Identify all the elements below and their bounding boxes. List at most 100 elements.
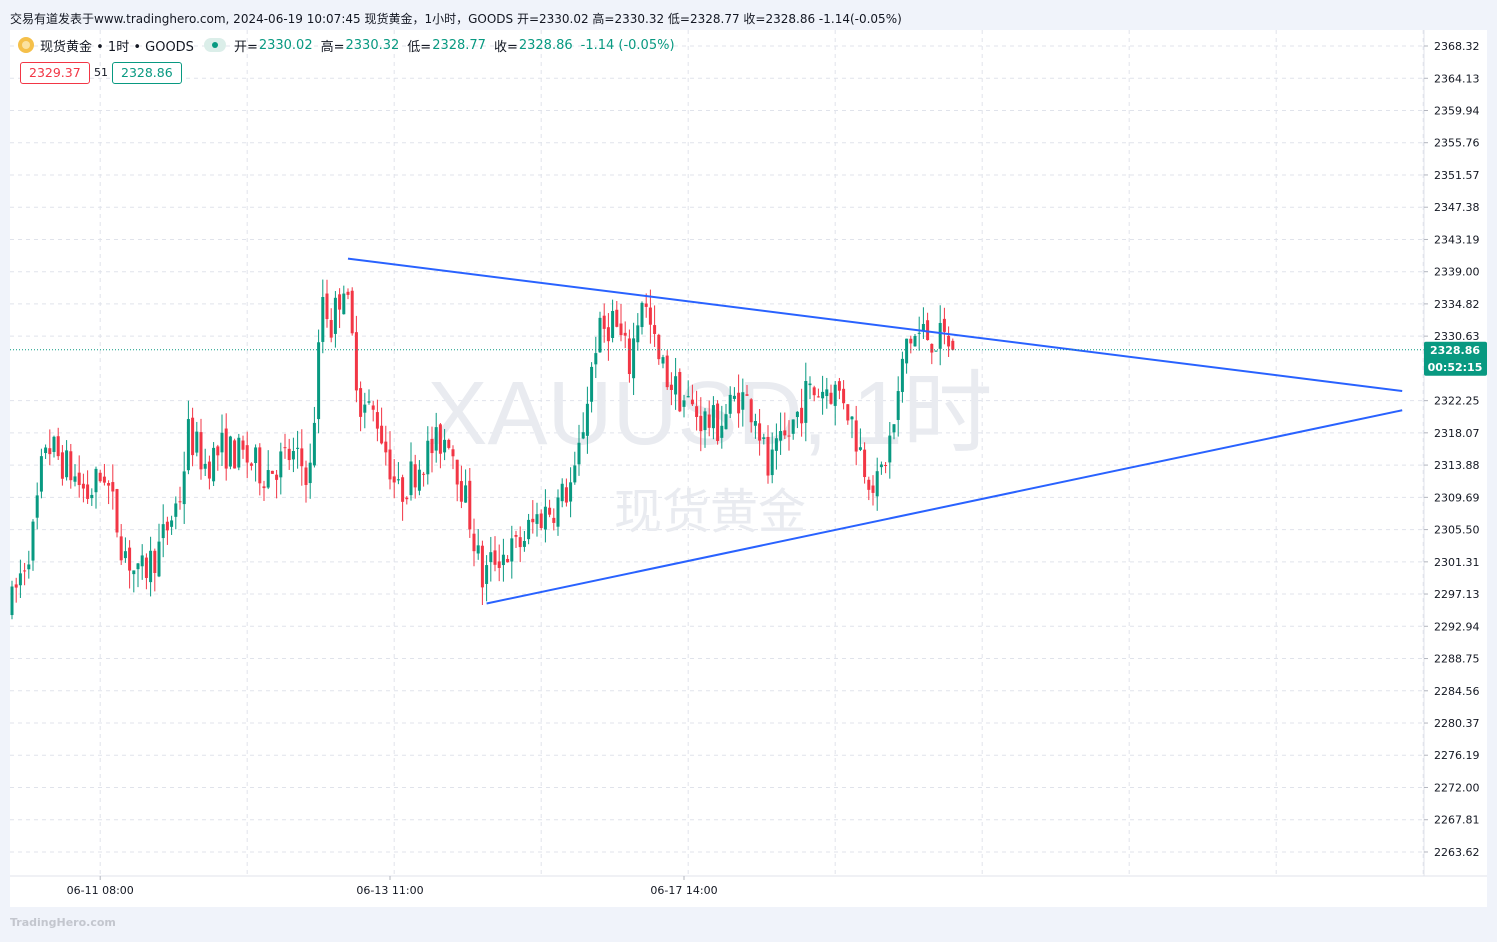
candle-up (795, 411, 799, 429)
candle-up (170, 515, 174, 535)
price-tick-label: 2347.38 (1434, 201, 1480, 214)
price-axis[interactable]: 2368.32 2364.13 2359.94 2355.76 2351.57 2347.… (1423, 30, 1480, 876)
candle-up (711, 396, 715, 440)
candle-down (846, 404, 850, 425)
price-tick-label: 2343.19 (1434, 233, 1480, 246)
candle-up (123, 537, 127, 563)
candle-down (653, 305, 657, 347)
candle-down (867, 476, 871, 501)
chart-panel[interactable]: XAUUSD, 1时 现货黄金 2368.32 2364.13 2359.94 235… (10, 30, 1487, 907)
price-tick-label: 2351.57 (1434, 169, 1480, 182)
candle-down (287, 438, 291, 470)
symbol-title[interactable]: 现货黄金 • 1时 • GOODS (40, 39, 194, 55)
candle-up (728, 386, 732, 419)
candle-up (485, 555, 489, 602)
candle-up (636, 313, 640, 351)
candle-down (951, 338, 955, 351)
candle-down (346, 288, 350, 300)
candle-down (153, 548, 157, 592)
time-tick-label: 06-11 08:00 (67, 884, 134, 897)
candle-down (518, 526, 522, 563)
price-tick-label: 2292.94 (1434, 620, 1480, 633)
time-tick-label: 06-13 11:00 (356, 884, 423, 897)
candle-up (594, 336, 598, 379)
buy-price-button[interactable]: 2328.86 (112, 62, 182, 84)
candle-up (90, 488, 94, 506)
open-label: 开= (233, 39, 258, 55)
time-axis[interactable]: 06-11 08:00 06-13 11:00 06-17 14:00 (10, 875, 1487, 897)
candle-up (39, 448, 43, 499)
candle-up (522, 530, 526, 552)
candle-up (52, 435, 56, 458)
candle-up (598, 311, 602, 353)
candle-up (905, 338, 909, 374)
trendline-upper[interactable] (347, 257, 1403, 393)
candle-up (237, 433, 241, 471)
candle-down (837, 377, 841, 400)
trendline-lower[interactable] (486, 409, 1403, 605)
price-tick-label: 2267.81 (1434, 814, 1480, 827)
brand-logo: TradingHero.com (10, 916, 116, 929)
watermark-name: 现货黄金 (614, 484, 806, 540)
candle-up (686, 380, 690, 398)
candle-down (623, 321, 627, 349)
candle-up (161, 504, 165, 558)
candle-down (812, 385, 816, 402)
candle-down (422, 471, 426, 487)
price-tick-label: 2280.37 (1434, 717, 1480, 730)
candle-down (438, 423, 442, 469)
candle-up (611, 299, 615, 343)
candle-down (380, 407, 384, 445)
candle-up (296, 430, 300, 469)
candle-down (56, 427, 60, 460)
candle-up (254, 444, 258, 482)
candle-down (77, 455, 81, 498)
candle-down (392, 459, 396, 499)
candle-down (909, 335, 913, 354)
candle-up (581, 412, 585, 440)
spread-value: 51 (94, 66, 108, 79)
price-tick-label: 2272.00 (1434, 781, 1480, 794)
price-chart[interactable]: XAUUSD, 1时 现货黄金 2368.32 2364.13 2359.94 235… (10, 30, 1487, 907)
candle-down (102, 463, 106, 486)
candle-up (808, 376, 812, 400)
candle-up (770, 432, 774, 484)
trendlines[interactable] (347, 257, 1403, 605)
candle-up (774, 423, 778, 470)
candle-down (506, 555, 510, 563)
candle-up (858, 428, 862, 452)
candle-up (417, 460, 421, 496)
candle-down (602, 303, 606, 343)
candle-down (86, 470, 90, 504)
candle-up (661, 354, 665, 369)
candle-down (472, 518, 476, 567)
candle-up (825, 377, 829, 409)
candle-up (367, 389, 371, 405)
candle-down (930, 343, 934, 365)
candle-up (753, 413, 757, 439)
candle-down (216, 444, 220, 471)
candle-up (321, 279, 325, 354)
candle-up (543, 489, 547, 543)
time-tick-label: 06-17 14:00 (650, 884, 717, 897)
candle-down (749, 398, 753, 433)
candle-down (199, 418, 203, 480)
candle-up (396, 462, 400, 485)
candle-up (174, 496, 178, 530)
candle-down (863, 442, 867, 484)
candle-down (497, 544, 501, 582)
candle-up (640, 301, 644, 335)
price-tick-label: 2305.50 (1434, 524, 1480, 537)
price-tick-label: 2309.69 (1434, 491, 1480, 504)
candle-down (258, 443, 262, 496)
candle-up (527, 513, 531, 545)
price-tick-label: 2355.76 (1434, 137, 1480, 150)
candle-down (413, 454, 417, 499)
price-tick-label: 2364.13 (1434, 72, 1480, 85)
candle-up (44, 444, 48, 459)
candle-down (401, 474, 405, 521)
sell-price-button[interactable]: 2329.37 (20, 62, 90, 84)
candle-up (892, 424, 896, 440)
candle-down (405, 496, 409, 505)
candle-up (73, 464, 77, 487)
